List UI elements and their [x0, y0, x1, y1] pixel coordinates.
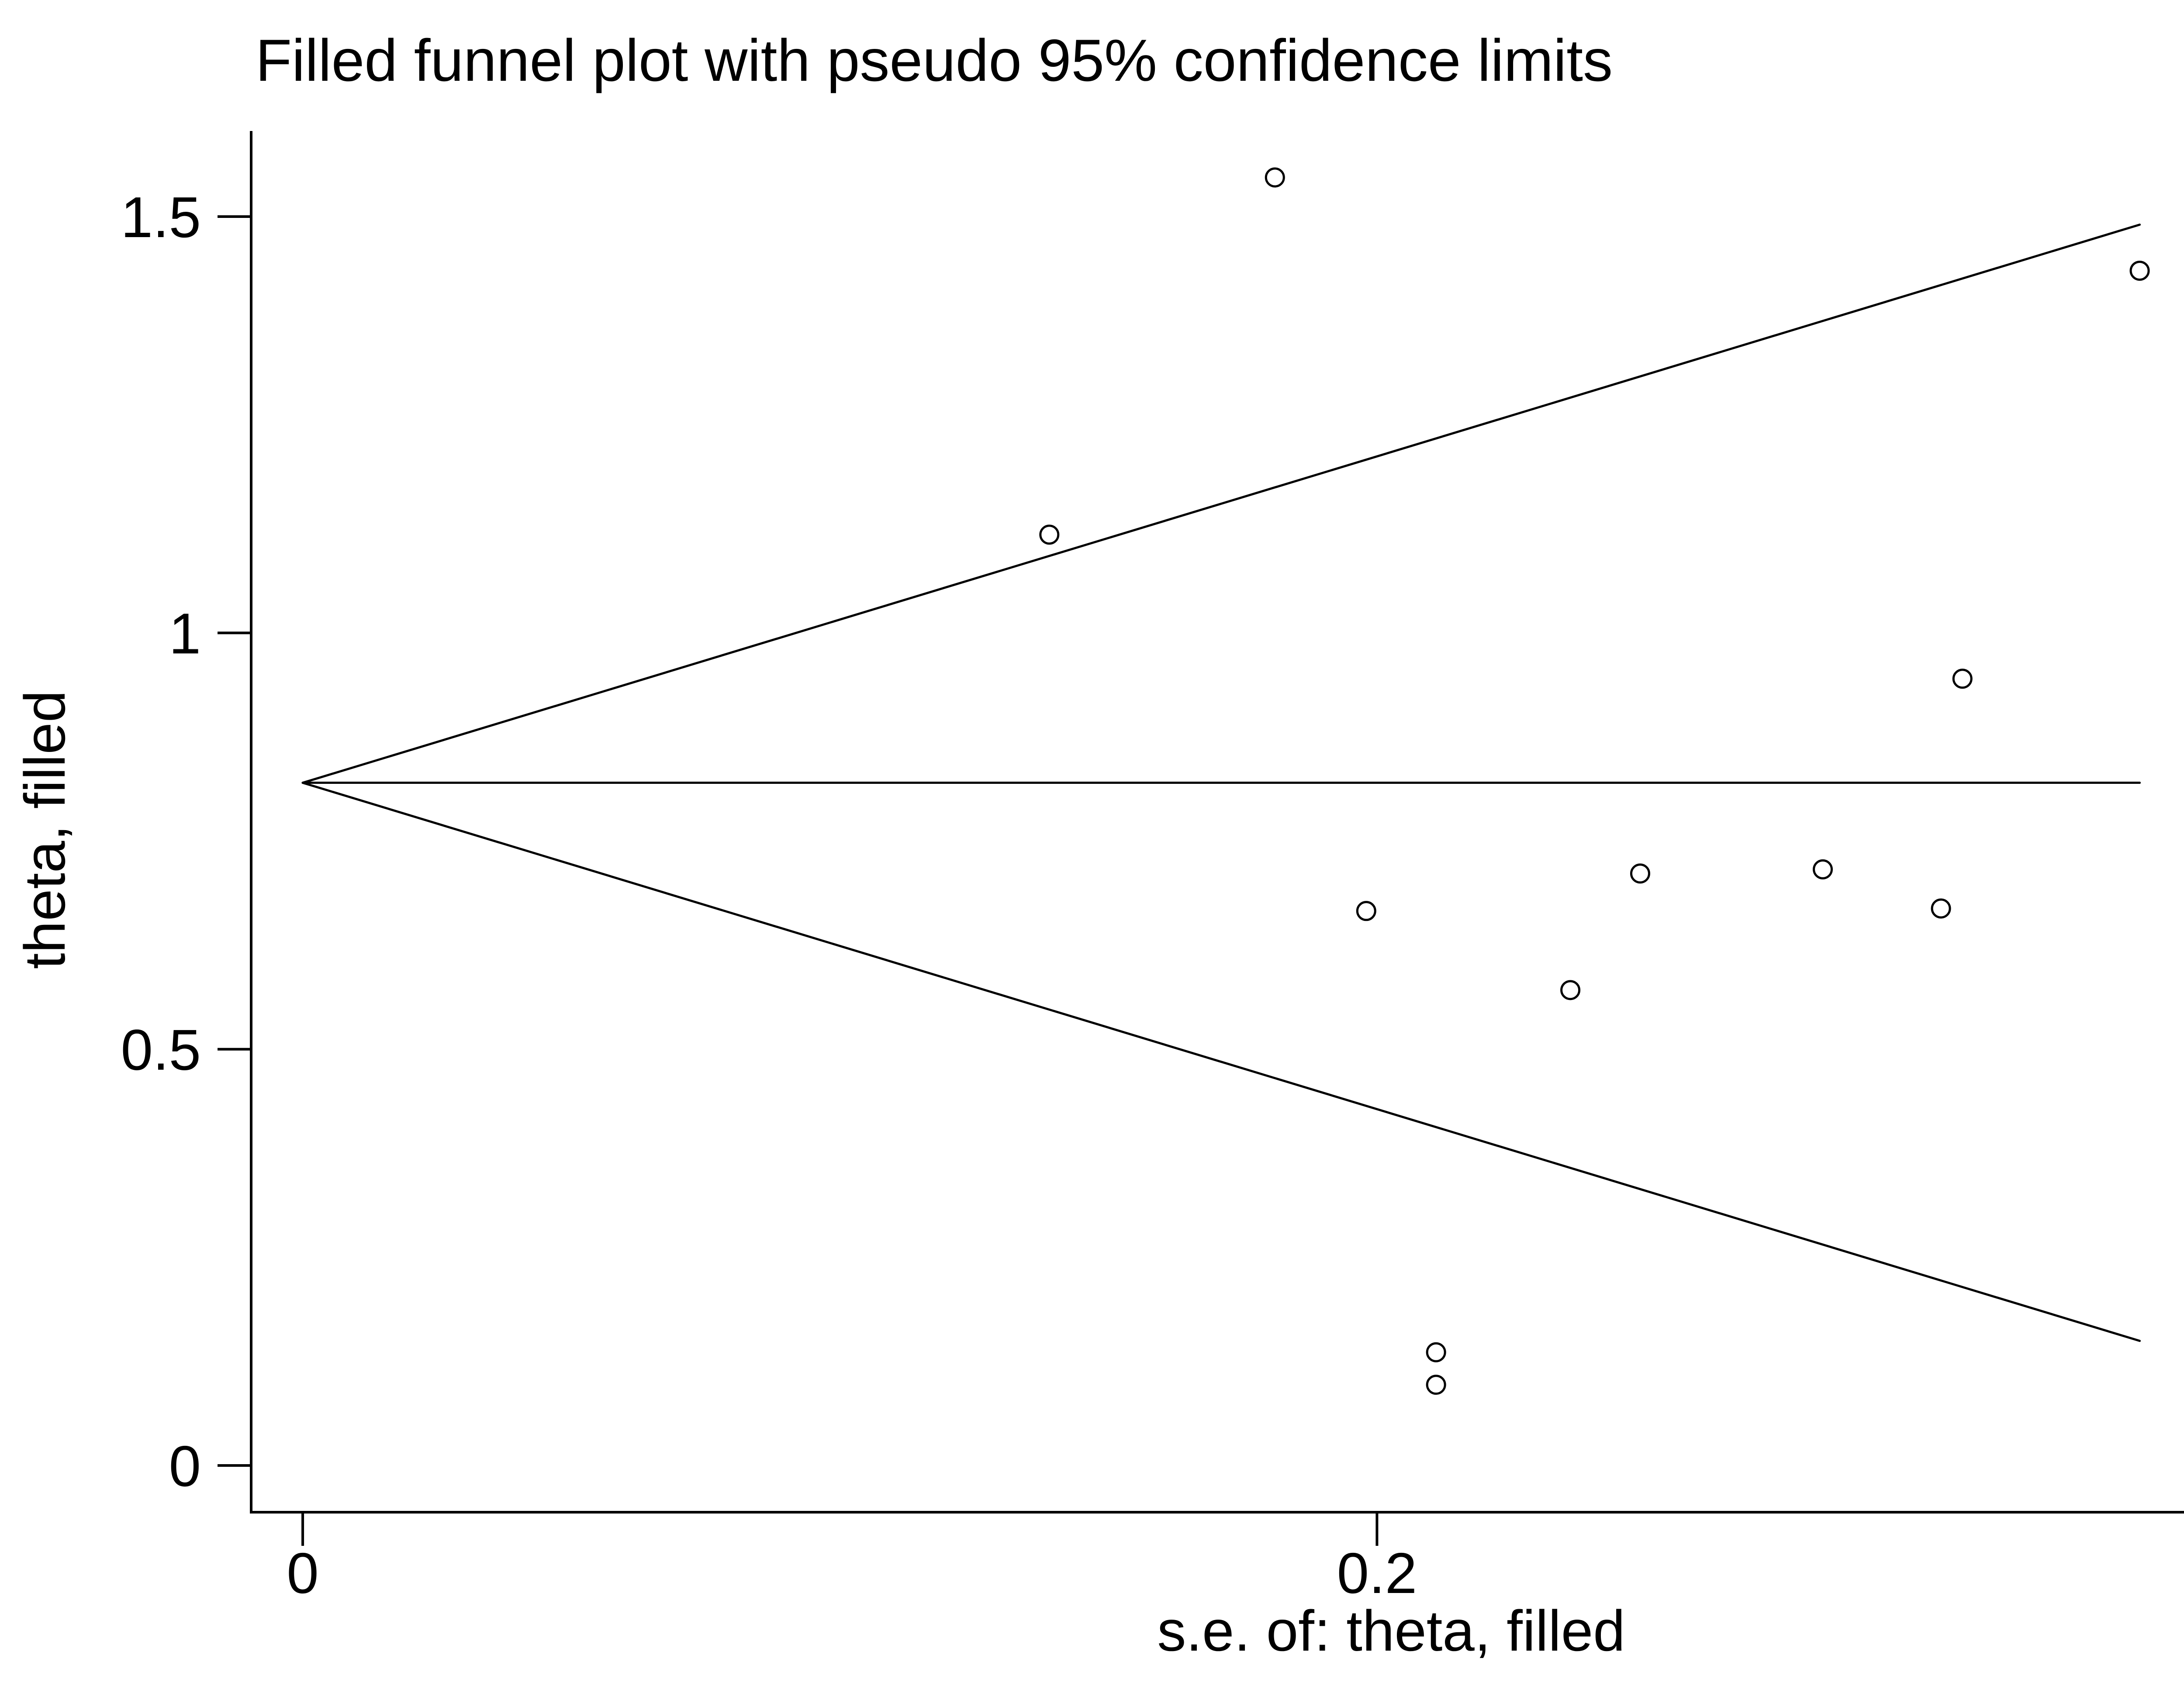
y-tick-label: 0	[169, 1434, 201, 1498]
x-axis-ticks: 00.20.4	[287, 1512, 1417, 1605]
data-point-marker	[1265, 167, 1285, 188]
scatter-points	[1039, 167, 2150, 1395]
y-axis-label: theta, filled	[13, 690, 77, 969]
data-point-marker	[1630, 863, 1650, 884]
upper-confidence-limit-line	[301, 223, 2141, 784]
lower-confidence-limit-line	[301, 782, 2141, 1342]
data-point-marker	[1426, 1375, 1446, 1395]
x-axis-label: s.e. of: theta, filled	[1157, 1599, 1625, 1663]
x-tick-label: 0.2	[1337, 1541, 1417, 1605]
data-point-marker	[1560, 980, 1581, 1000]
y-tick-label: 1.5	[121, 185, 201, 249]
y-tick-label: 0.5	[121, 1018, 201, 1082]
data-point-marker	[1931, 898, 1951, 919]
y-axis-ticks: 0 0.5 1 1.5	[121, 185, 251, 1498]
confidence-limit-lines	[301, 223, 2141, 1342]
data-point-marker	[1426, 1342, 1446, 1362]
data-point-marker	[1039, 524, 1060, 545]
data-point-marker	[2129, 260, 2150, 281]
data-point-marker	[1813, 859, 1833, 879]
x-tick-label: 0	[287, 1541, 318, 1605]
chart-title: Filled funnel plot with pseudo 95% confi…	[256, 27, 1613, 93]
data-point-marker	[1952, 669, 1973, 689]
data-point-marker	[1356, 901, 1376, 921]
y-tick-label: 1	[169, 601, 201, 665]
